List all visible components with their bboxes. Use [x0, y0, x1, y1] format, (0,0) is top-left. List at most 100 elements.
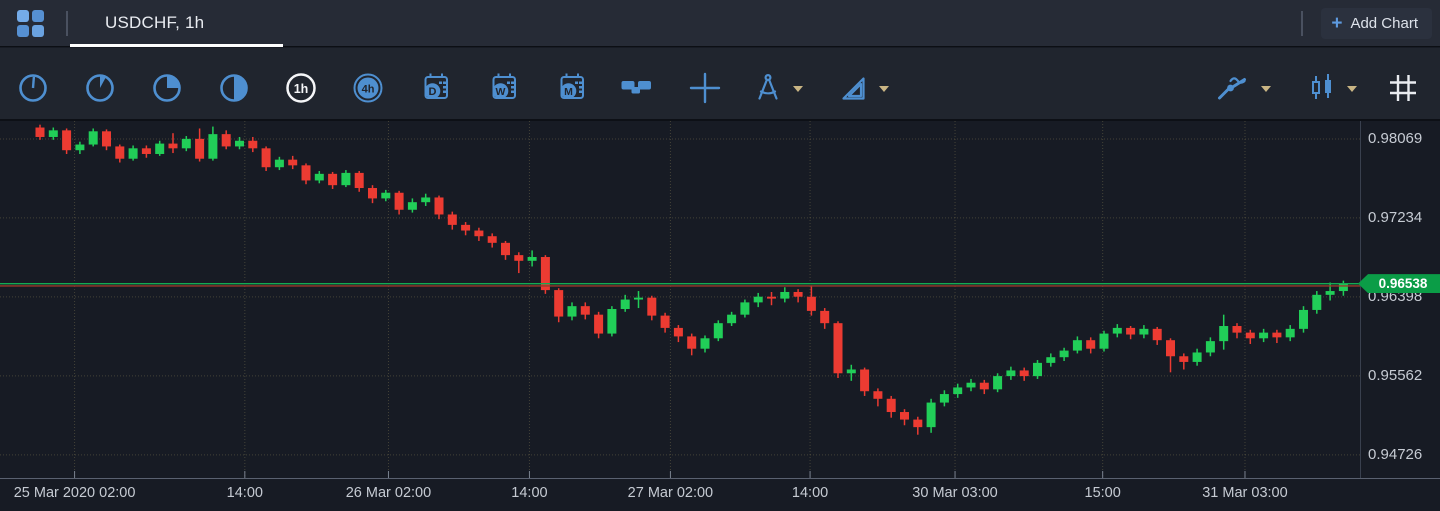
- candle-body: [115, 146, 125, 159]
- calendar-month-icon: M: [560, 73, 584, 99]
- app-grid-logo-icon[interactable]: [17, 10, 44, 37]
- svg-text:M: M: [564, 86, 573, 98]
- candle-body: [407, 202, 417, 210]
- candle-body: [381, 192, 391, 199]
- candle-body: [141, 148, 151, 154]
- candle-body: [1285, 328, 1295, 338]
- crosshair-button[interactable]: [687, 70, 723, 106]
- indicators-icon: [1218, 77, 1246, 100]
- candle-body: [1086, 340, 1096, 349]
- candle-body: [75, 144, 85, 151]
- candle-body: [979, 382, 989, 390]
- candle-body: [1046, 357, 1056, 363]
- grid-toggle-button[interactable]: [1385, 70, 1421, 106]
- crosshair-icon: [689, 72, 721, 104]
- candle-body: [926, 402, 936, 428]
- clock-15m-icon: [153, 74, 181, 102]
- candle-body: [88, 131, 98, 145]
- time-tick-label: 14:00: [511, 485, 548, 501]
- timeframe-1h-button-selected[interactable]: 1h: [283, 70, 319, 106]
- timeframe-weekly-button[interactable]: W: [486, 70, 522, 106]
- timeframe-monthly-button[interactable]: M: [554, 70, 590, 106]
- chart-type-dropdown-caret[interactable]: [1347, 86, 1357, 92]
- ruler-triangle-icon: [842, 77, 865, 100]
- candle-body: [1312, 294, 1322, 310]
- candle-body: [594, 314, 604, 334]
- candle-body: [780, 291, 790, 299]
- timeframe-daily-button[interactable]: D: [418, 70, 454, 106]
- ruler-tool-button[interactable]: [835, 70, 871, 106]
- indicators-button[interactable]: [1215, 70, 1251, 106]
- candlestick-chart-icon: [1312, 74, 1331, 99]
- candle-body: [1232, 326, 1242, 333]
- grid-icon: [1390, 75, 1416, 101]
- svg-text:D: D: [429, 86, 437, 98]
- clock-30m-icon: [220, 74, 248, 102]
- candle-body: [155, 143, 165, 154]
- candle-body: [753, 296, 763, 303]
- link-bars-button[interactable]: [618, 70, 654, 106]
- candle-body: [341, 172, 351, 186]
- price-tick-label: 0.94726: [1368, 445, 1423, 463]
- candle-body: [487, 236, 497, 243]
- candle-body: [966, 382, 976, 388]
- candle-body: [421, 197, 431, 203]
- compass-tool-button[interactable]: [750, 70, 786, 106]
- compass-dropdown-caret[interactable]: [793, 86, 803, 92]
- candle-body: [554, 290, 564, 317]
- candle-body: [700, 338, 710, 349]
- candle-body: [607, 308, 617, 334]
- indicators-dropdown-caret[interactable]: [1261, 86, 1271, 92]
- time-tick-label: 31 Mar 03:00: [1202, 485, 1288, 501]
- top-bar: USDCHF, 1h + Add Chart: [0, 0, 1440, 47]
- timeframe-1m-button[interactable]: [15, 70, 51, 106]
- candle-body: [806, 296, 816, 311]
- toolbar: 1h 4h D: [0, 48, 1440, 121]
- candle-body: [35, 127, 45, 137]
- candle-body: [793, 291, 803, 297]
- candle-body: [195, 138, 205, 159]
- candle-body: [221, 134, 231, 147]
- candle-body: [1219, 326, 1229, 342]
- candle-body: [128, 148, 138, 159]
- price-axis[interactable]: 0.98069 0.97234 0.96398 0.95562 0.94726: [1362, 121, 1440, 478]
- time-tick-label: 14:00: [791, 485, 829, 501]
- candle-body: [1325, 291, 1335, 295]
- chart-canvas[interactable]: [0, 121, 1440, 478]
- gridlines-layer: [0, 121, 1360, 478]
- ruler-dropdown-caret[interactable]: [879, 86, 889, 92]
- add-chart-button[interactable]: + Add Chart: [1321, 8, 1432, 39]
- chart-tab-usdchf[interactable]: USDCHF, 1h: [70, 0, 283, 47]
- timeframe-30m-button[interactable]: [216, 70, 252, 106]
- candle-body: [434, 197, 444, 215]
- timeframe-1h-icon: 1h: [286, 73, 316, 103]
- divider: [1301, 11, 1303, 36]
- candle-body: [1166, 340, 1175, 357]
- timeframe-5m-button[interactable]: [82, 70, 118, 106]
- candle-body: [62, 130, 72, 151]
- time-tick-marks: [74, 471, 1246, 478]
- price-chart[interactable]: 0.98069 0.97234 0.96398 0.95562 0.94726 0.96…: [0, 121, 1440, 478]
- candle-body: [527, 257, 537, 261]
- candle-body: [461, 224, 471, 231]
- candle-body: [1259, 332, 1269, 339]
- candle-body: [274, 159, 284, 168]
- link-bars-icon: [621, 81, 651, 94]
- time-axis[interactable]: 25 Mar 2020 02:00 14:00 26 Mar 02:00 14:00 2…: [0, 478, 1440, 511]
- timeframe-4h-button[interactable]: 4h: [350, 70, 386, 106]
- calendar-day-icon: D: [424, 73, 448, 99]
- candle-body: [567, 306, 577, 317]
- timeframe-15m-button[interactable]: [149, 70, 185, 106]
- chart-type-button[interactable]: [1305, 70, 1341, 106]
- candle-body: [48, 130, 58, 137]
- candle-body: [939, 394, 949, 403]
- candle-body: [713, 323, 723, 339]
- logo-square: [17, 10, 29, 22]
- candle-body: [767, 296, 776, 299]
- candle-body: [447, 214, 457, 225]
- time-tick-label: 14:00: [226, 485, 263, 501]
- add-chart-label: Add Chart: [1350, 15, 1418, 32]
- svg-text:W: W: [496, 86, 506, 98]
- candle-body: [993, 376, 1003, 390]
- candle-body: [301, 165, 311, 181]
